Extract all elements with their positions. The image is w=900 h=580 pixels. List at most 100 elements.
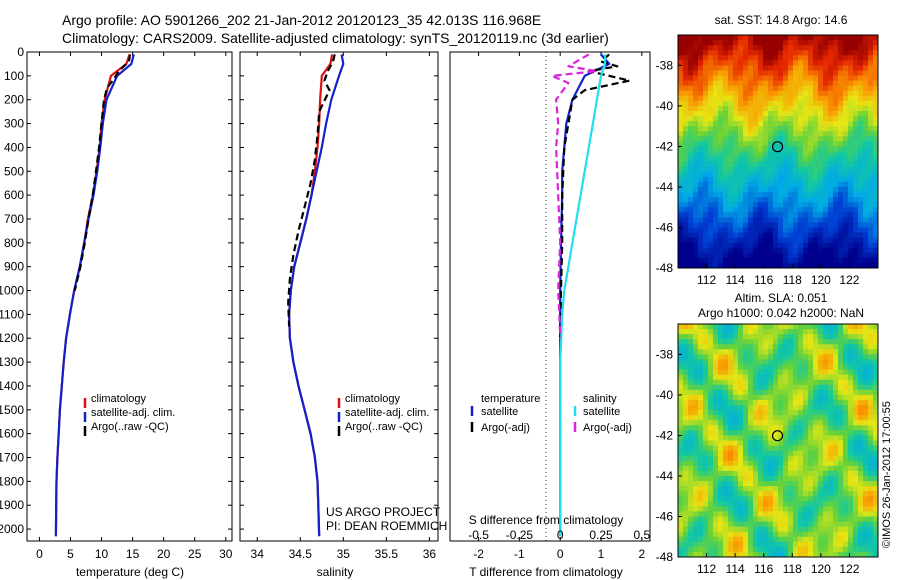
heatmap-cell (838, 465, 844, 472)
heatmap-cell (813, 481, 819, 487)
heatmap-cell (793, 131, 799, 137)
heatmap-cell (788, 344, 794, 350)
heatmap-cell (793, 465, 799, 472)
heatmap-cell (708, 75, 714, 81)
heatmap-cell (683, 90, 689, 97)
heatmap-cell (703, 496, 709, 502)
heatmap-cell (773, 359, 779, 365)
heatmap-cell (838, 247, 844, 254)
heatmap-cell (718, 415, 724, 421)
heatmap-cell (678, 222, 684, 228)
heatmap-cell (718, 334, 724, 340)
heatmap-cell (773, 70, 779, 76)
heatmap-cell (788, 242, 794, 249)
heatmap-cell (823, 521, 829, 528)
heatmap-cell (838, 252, 844, 259)
heatmap-cell (828, 126, 834, 132)
heatmap-cell (823, 126, 829, 132)
heatmap-cell (823, 262, 829, 269)
heatmap-cell (803, 491, 809, 497)
heatmap-cell (788, 546, 794, 553)
heatmap-cell (683, 536, 689, 543)
heatmap-cell (678, 521, 684, 528)
heatmap-cell (858, 55, 864, 61)
heatmap-cell (693, 410, 699, 416)
heatmap-cell (843, 546, 849, 553)
heatmap-cell (733, 166, 739, 173)
heatmap-cell (708, 440, 714, 446)
heatmap-cell (818, 531, 824, 538)
heatmap-cell (753, 394, 759, 401)
heatmap-cell (748, 521, 754, 528)
heatmap-cell (818, 197, 824, 203)
heatmap-cell (868, 531, 874, 538)
heatmap-cell (678, 384, 684, 391)
heatmap-cell (678, 237, 684, 244)
heatmap-cell (748, 511, 754, 517)
heatmap-cell (723, 354, 729, 360)
heatmap-cell (778, 121, 784, 127)
heatmap-cell (708, 126, 714, 132)
heatmap-cell (778, 389, 784, 396)
heatmap-cell (728, 192, 734, 198)
heatmap-cell (858, 410, 864, 416)
heatmap-cell (808, 45, 814, 51)
heatmap-cell (863, 121, 869, 127)
heatmap-cell (753, 55, 759, 61)
heatmap-cell (808, 344, 814, 350)
heatmap-cell (873, 237, 879, 244)
heatmap-cell (793, 217, 799, 223)
heatmap-cell (713, 526, 719, 533)
heatmap-cell (738, 445, 744, 452)
heatmap-cell (718, 217, 724, 223)
heatmap-cell (793, 339, 799, 345)
heatmap-cell (768, 501, 774, 507)
heatmap-cell (728, 334, 734, 340)
heatmap-cell (738, 252, 744, 259)
heatmap-cell (843, 156, 849, 163)
sst-map-frame (677, 34, 879, 269)
heatmap-cell (833, 359, 839, 365)
heatmap-cell (688, 364, 694, 370)
heatmap-cell (768, 151, 774, 157)
heatmap-cell (773, 501, 779, 507)
heatmap-cell (838, 262, 844, 269)
heatmap-cell (863, 415, 869, 421)
heatmap-cell (698, 506, 704, 512)
heatmap-cell (698, 186, 704, 193)
heatmap-cell (693, 445, 699, 452)
heatmap-cell (708, 344, 714, 350)
heatmap-cell (733, 551, 739, 558)
heatmap-cell (798, 171, 804, 178)
heatmap-cell (873, 491, 879, 497)
heatmap-cell (823, 399, 829, 406)
heatmap-cell (803, 202, 809, 208)
heatmap-cell (803, 389, 809, 396)
heatmap-cell (788, 511, 794, 517)
heatmap-cell (848, 399, 854, 406)
heatmap-cell (873, 349, 879, 355)
heatmap-cell (743, 186, 749, 193)
heatmap-cell (863, 90, 869, 97)
heatmap-cell (873, 156, 879, 163)
heatmap-cell (733, 136, 739, 142)
heatmap-cell (808, 116, 814, 122)
heatmap-cell (708, 354, 714, 360)
heatmap-cell (748, 207, 754, 213)
heatmap-cell (683, 186, 689, 193)
heatmap-cell (703, 166, 709, 173)
heatmap-cell (733, 384, 739, 391)
heatmap-cell (698, 207, 704, 213)
heatmap-cell (763, 247, 769, 254)
heatmap-cell (853, 420, 859, 426)
heatmap-cell (848, 405, 854, 411)
heatmap-cell (733, 501, 739, 507)
heatmap-cell (783, 354, 789, 360)
heatmap-cell (763, 475, 769, 482)
heatmap-cell (703, 146, 709, 152)
heatmap-cell (733, 415, 739, 421)
heatmap-cell (823, 445, 829, 452)
heatmap-cell (868, 415, 874, 421)
heatmap-cell (788, 374, 794, 381)
heatmap-cell (688, 389, 694, 396)
